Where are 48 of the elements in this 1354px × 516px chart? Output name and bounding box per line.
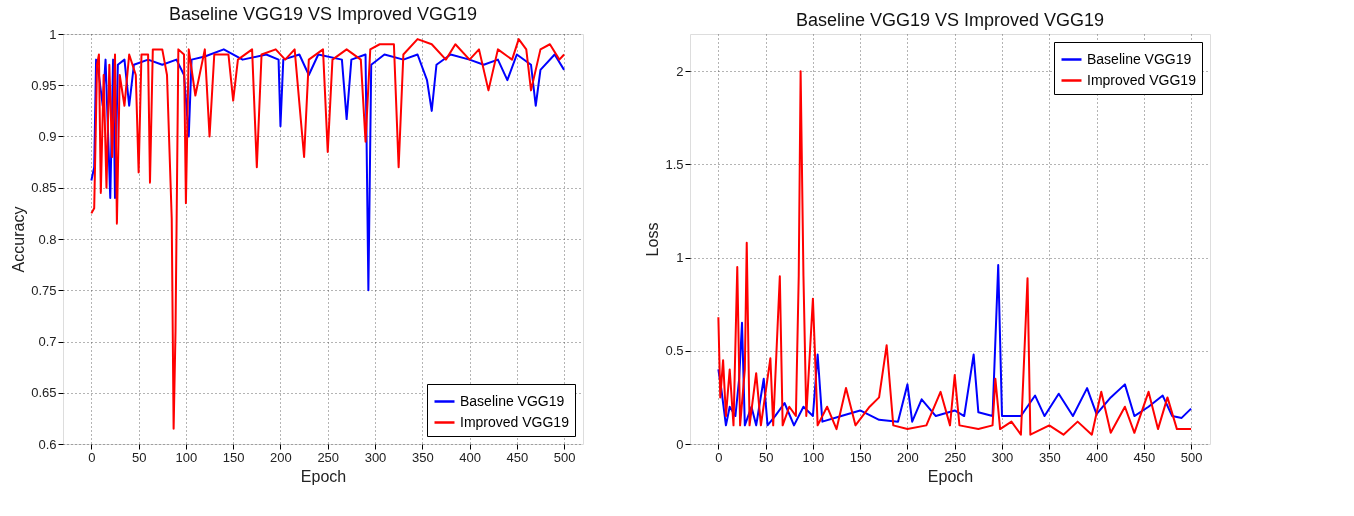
legend-label: Baseline VGG19 <box>460 392 565 409</box>
x-tick-label: 350 <box>411 449 434 465</box>
chart-title: Baseline VGG19 VS Improved VGG19 <box>795 10 1105 30</box>
x-tick-label: 350 <box>1038 449 1061 465</box>
x-tick-label: 250 <box>317 449 340 465</box>
legend-label: Baseline VGG19 <box>1087 50 1192 67</box>
x-tick-label: 50 <box>131 449 147 465</box>
y-tick-label: 0.95 <box>31 77 57 93</box>
x-axis-title: Epoch <box>927 467 974 485</box>
y-tick-label: 0.8 <box>38 231 57 247</box>
x-tick-label: 400 <box>1086 449 1108 465</box>
x-tick-label: 500 <box>1180 449 1203 465</box>
y-tick-label: 0 <box>676 436 684 452</box>
x-tick-label: 100 <box>175 449 198 465</box>
x-tick-label: 250 <box>944 449 967 465</box>
line-series <box>90 48 566 292</box>
y-tick-label: 0.85 <box>31 180 57 196</box>
x-tick-label: 200 <box>897 449 919 465</box>
legend-label: Improved VGG19 <box>460 413 570 430</box>
y-tick-label: 0.65 <box>31 385 57 401</box>
x-tick-label: 150 <box>849 449 872 465</box>
y-tick-label: 0.9 <box>38 129 57 144</box>
y-axis-title: Loss <box>644 222 662 257</box>
x-tick-label: 450 <box>1133 449 1156 465</box>
x-tick-label: 0 <box>715 449 723 465</box>
y-tick-label: 0.7 <box>38 334 57 349</box>
line-series <box>717 264 1193 427</box>
x-tick-label: 50 <box>758 449 774 465</box>
y-tick-label: 2 <box>676 63 684 79</box>
x-tick-label: 400 <box>459 449 481 465</box>
x-tick-label: 300 <box>991 449 1014 465</box>
y-tick-label: 1 <box>676 250 684 266</box>
x-tick-label: 150 <box>222 449 245 465</box>
y-axis-title: Accuracy <box>10 206 28 273</box>
x-tick-label: 0 <box>88 449 96 465</box>
y-tick-label: 1.5 <box>665 156 684 172</box>
y-tick-label: 0.6 <box>38 436 57 452</box>
x-tick-label: 100 <box>802 449 825 465</box>
legend-label: Improved VGG19 <box>1087 71 1197 88</box>
x-tick-label: 500 <box>553 449 576 465</box>
chart-title: Baseline VGG19 VS Improved VGG19 <box>168 4 478 24</box>
x-tick-label: 200 <box>270 449 292 465</box>
x-tick-label: 450 <box>506 449 529 465</box>
x-axis-title: Epoch <box>300 467 347 485</box>
y-tick-label: 0.75 <box>31 282 57 298</box>
y-tick-label: 0.5 <box>665 343 684 359</box>
y-tick-label: 1 <box>49 26 57 42</box>
x-tick-label: 300 <box>364 449 387 465</box>
